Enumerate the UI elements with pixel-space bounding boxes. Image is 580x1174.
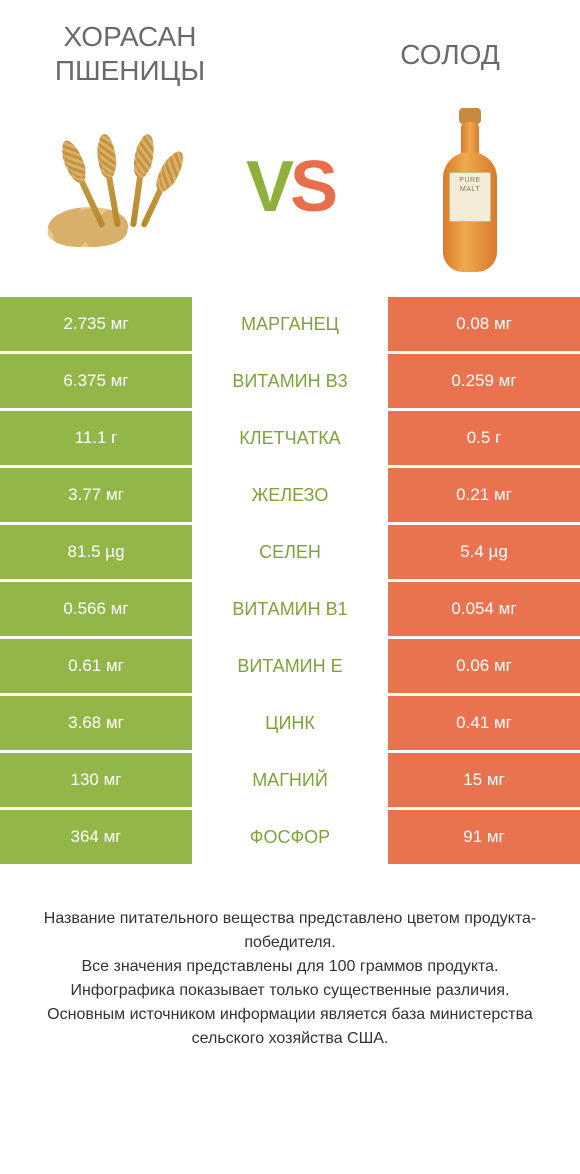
- comparison-table: 2.735 мгМарганец0.08 мг6.375 мгВитамин B…: [0, 297, 580, 864]
- right-product-image: PURE MALT: [390, 107, 550, 267]
- left-value: 364 мг: [0, 810, 192, 864]
- nutrient-name: Магний: [192, 753, 388, 807]
- nutrient-name: Цинк: [192, 696, 388, 750]
- right-value: 0.06 мг: [388, 639, 580, 693]
- left-product-image: [30, 107, 190, 267]
- left-value: 0.566 мг: [0, 582, 192, 636]
- nutrient-name: Витамин B3: [192, 354, 388, 408]
- right-value: 0.259 мг: [388, 354, 580, 408]
- nutrient-name: Селен: [192, 525, 388, 579]
- right-value: 0.08 мг: [388, 297, 580, 351]
- vs-v: V: [246, 147, 290, 227]
- bottle-label-text: PURE MALT: [450, 177, 490, 194]
- left-value: 6.375 мг: [0, 354, 192, 408]
- right-value: 0.5 г: [388, 411, 580, 465]
- footer: Название питательного вещества представл…: [0, 867, 580, 1051]
- left-value: 2.735 мг: [0, 297, 192, 351]
- table-row: 81.5 µgСелен5.4 µg: [0, 525, 580, 579]
- right-value: 91 мг: [388, 810, 580, 864]
- footer-line: Инфографика показывает только существенн…: [24, 979, 556, 1003]
- nutrient-name: Марганец: [192, 297, 388, 351]
- right-value: 0.21 мг: [388, 468, 580, 522]
- nutrient-name: Витамин B1: [192, 582, 388, 636]
- left-value: 130 мг: [0, 753, 192, 807]
- table-row: 6.375 мгВитамин B30.259 мг: [0, 354, 580, 408]
- nutrient-name: Железо: [192, 468, 388, 522]
- footer-line: Название питательного вещества представл…: [24, 907, 556, 955]
- table-row: 0.566 мгВитамин B10.054 мг: [0, 582, 580, 636]
- table-row: 11.1 гКлетчатка0.5 г: [0, 411, 580, 465]
- left-value: 0.61 мг: [0, 639, 192, 693]
- left-value: 11.1 г: [0, 411, 192, 465]
- nutrient-name: Витамин E: [192, 639, 388, 693]
- right-value: 0.054 мг: [388, 582, 580, 636]
- table-row: 3.68 мгЦинк0.41 мг: [0, 696, 580, 750]
- nutrient-name: Клетчатка: [192, 411, 388, 465]
- bottle-icon: PURE MALT: [435, 102, 505, 272]
- vs-label: VS: [246, 146, 334, 228]
- footer-line: Основным источником информации является …: [24, 1003, 556, 1051]
- table-row: 2.735 мгМарганец0.08 мг: [0, 297, 580, 351]
- table-row: 364 мгФосфор91 мг: [0, 810, 580, 864]
- vs-s: S: [290, 147, 334, 227]
- left-value: 3.68 мг: [0, 696, 192, 750]
- table-row: 3.77 мгЖелезо0.21 мг: [0, 468, 580, 522]
- footer-line: Все значения представлены для 100 граммо…: [24, 955, 556, 979]
- right-value: 5.4 µg: [388, 525, 580, 579]
- right-value: 15 мг: [388, 753, 580, 807]
- right-product-title: Солод: [350, 38, 550, 72]
- left-value: 3.77 мг: [0, 468, 192, 522]
- right-value: 0.41 мг: [388, 696, 580, 750]
- nutrient-name: Фосфор: [192, 810, 388, 864]
- table-row: 130 мгМагний15 мг: [0, 753, 580, 807]
- header: Хорасан пшеницы Солод: [0, 0, 580, 97]
- images-row: VS PURE MALT: [0, 97, 580, 297]
- table-row: 0.61 мгВитамин E0.06 мг: [0, 639, 580, 693]
- wheat-icon: [40, 117, 180, 257]
- left-product-title: Хорасан пшеницы: [30, 20, 230, 87]
- left-value: 81.5 µg: [0, 525, 192, 579]
